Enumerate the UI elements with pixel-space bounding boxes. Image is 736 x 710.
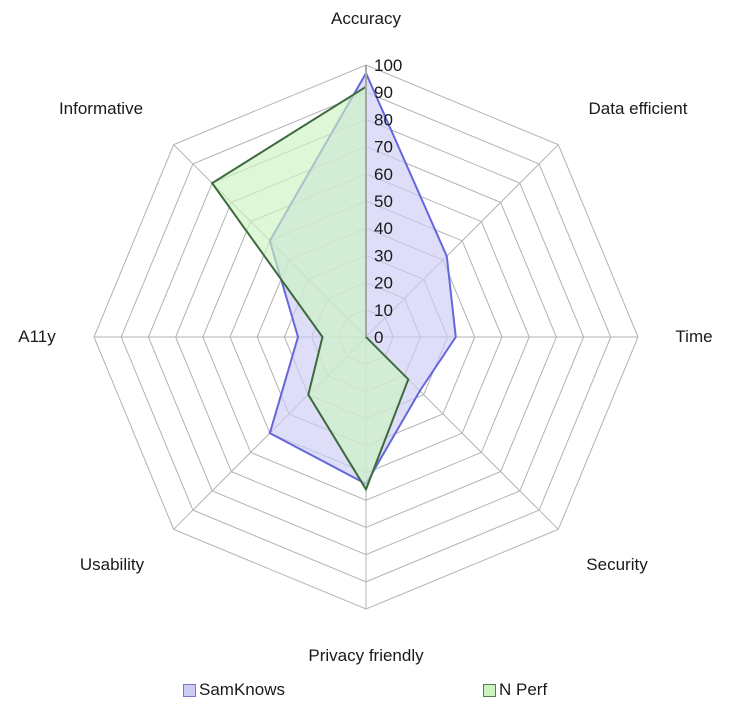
legend-label: SamKnows bbox=[199, 680, 285, 699]
axis-label-data-efficient: Data efficient bbox=[589, 99, 688, 118]
tick-label: 70 bbox=[374, 138, 393, 157]
tick-label: 10 bbox=[374, 301, 393, 320]
tick-label: 30 bbox=[374, 246, 393, 265]
tick-label: 0 bbox=[374, 328, 383, 347]
legend-label: N Perf bbox=[499, 680, 548, 699]
legend-swatch-nperf bbox=[483, 683, 496, 697]
axis-labels: Accuracy Data efficient Time Security Privac… bbox=[18, 9, 712, 665]
axis-label-security: Security bbox=[586, 555, 648, 574]
tick-label: 20 bbox=[374, 274, 393, 293]
tick-label: 60 bbox=[374, 165, 393, 184]
axis-label-informative: Informative bbox=[59, 99, 143, 118]
tick-label: 100 bbox=[374, 56, 402, 75]
tick-label: 40 bbox=[374, 219, 393, 238]
legend-item-nperf[interactable]: N Perf bbox=[483, 680, 547, 700]
radar-series bbox=[210, 70, 457, 492]
tick-label: 50 bbox=[374, 192, 393, 211]
tick-labels: 0 10 20 30 40 50 60 70 80 90 100 bbox=[374, 56, 402, 347]
series-n-perf bbox=[210, 84, 410, 492]
legend-item-samknows[interactable]: SamKnows bbox=[183, 680, 285, 700]
axis-label-a11y: A11y bbox=[18, 327, 56, 346]
tick-label: 80 bbox=[374, 110, 393, 129]
tick-label: 90 bbox=[374, 83, 393, 102]
legend-swatch-samknows bbox=[183, 683, 196, 697]
axis-label-usability: Usability bbox=[80, 555, 145, 574]
axis-label-time: Time bbox=[675, 327, 712, 346]
axis-label-privacy-friendly: Privacy friendly bbox=[308, 646, 424, 665]
axis-label-accuracy: Accuracy bbox=[331, 9, 401, 28]
